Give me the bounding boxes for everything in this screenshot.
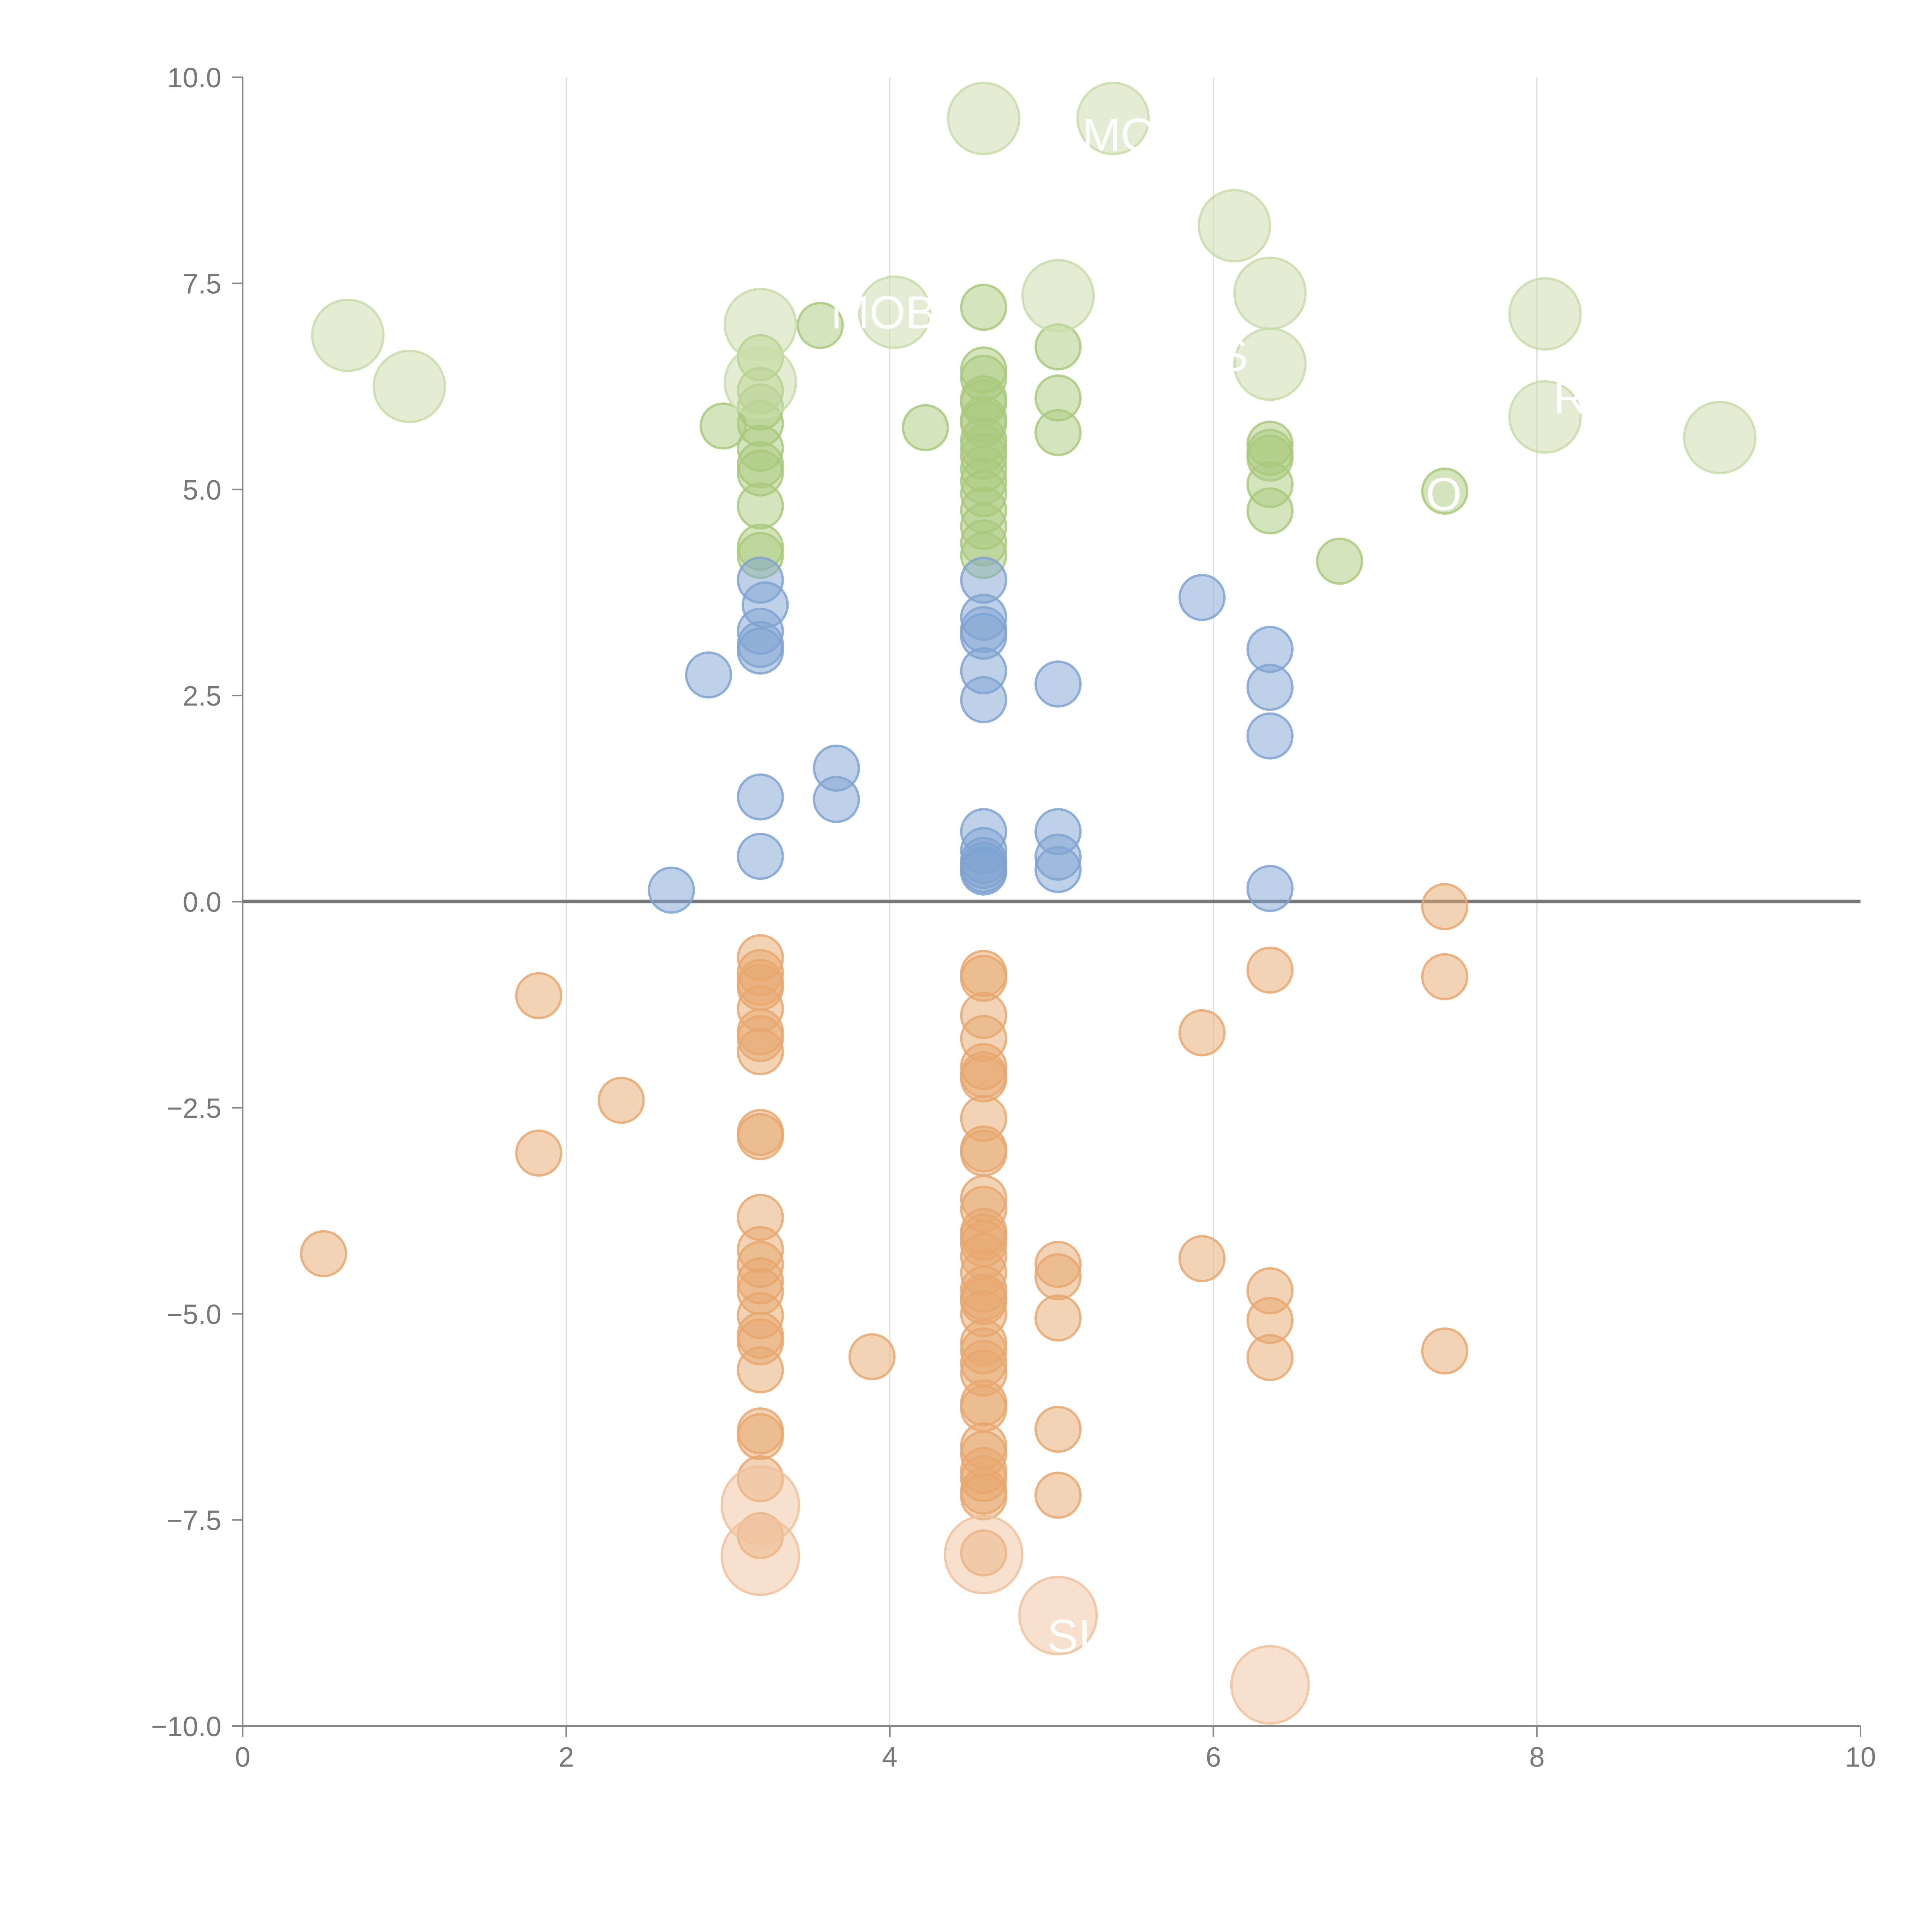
bubble-large-positive-5 xyxy=(947,82,1020,155)
bubble-positive-strong-7 xyxy=(736,482,784,530)
bubble-positive-weak-0 xyxy=(648,866,695,914)
bubble-label-r: R xyxy=(1553,372,1587,423)
bubble-negative-72 xyxy=(1246,1334,1294,1381)
bubble-large-positive-6 xyxy=(1021,259,1095,333)
bubble-label-o: O xyxy=(1426,468,1462,520)
bubble-large-positive-13 xyxy=(1683,401,1757,474)
bubble-positive-weak-22 xyxy=(960,848,1007,896)
x-tick-label: 6 xyxy=(1206,1742,1221,1773)
y-ticks: 10.0 7.5 5.0 2.5 0.0 −2.5 −5.0 −7.5 −10.0 xyxy=(151,63,243,1742)
x-tick-label: 2 xyxy=(558,1742,574,1773)
bubble-negative-65 xyxy=(1034,1405,1082,1453)
bubble-negative-69 xyxy=(1246,946,1294,994)
x-tick-label: 8 xyxy=(1529,1742,1545,1773)
bubble-positive-strong-11 xyxy=(796,302,844,349)
x-tick-label: 0 xyxy=(235,1742,250,1773)
x-tick-label: 4 xyxy=(882,1742,898,1773)
x-ticks: 0 2 4 6 8 10 xyxy=(235,1726,1876,1773)
y-tick-label: 10.0 xyxy=(167,63,221,94)
bubble-positive-weak-1 xyxy=(685,651,732,699)
bubble-positive-strong-13 xyxy=(960,284,1007,331)
bubble-large-negative-4 xyxy=(1230,1645,1310,1725)
bubble-negative-3 xyxy=(597,1077,645,1124)
data-points xyxy=(300,82,1757,1725)
bubble-label-s: S xyxy=(1217,329,1248,381)
bubble-labels: MOV MOB S R O SI xyxy=(831,109,1587,1662)
bubble-positive-weak-29 xyxy=(1246,663,1294,711)
bubble-large-positive-4 xyxy=(858,276,932,349)
bubble-positive-weak-8 xyxy=(736,833,784,880)
bubble-large-positive-0 xyxy=(311,298,385,372)
bubble-negative-64 xyxy=(1034,1294,1082,1342)
bubble-positive-weak-7 xyxy=(736,773,784,821)
bubble-positive-weak-30 xyxy=(1246,712,1294,760)
bubble-large-positive-8 xyxy=(1197,189,1271,263)
bubble-negative-74 xyxy=(1421,953,1468,1000)
bubble-positive-strong-10 xyxy=(699,402,747,450)
bubble-negative-68 xyxy=(1178,1235,1226,1282)
bubble-negative-66 xyxy=(1034,1471,1082,1519)
y-tick-label: −5.0 xyxy=(167,1299,221,1330)
bubble-large-positive-1 xyxy=(372,350,446,423)
bubble-positive-strong-39 xyxy=(1421,468,1468,515)
bubble-negative-63 xyxy=(1034,1253,1082,1301)
bubble-negative-37 xyxy=(960,1129,1007,1177)
bubble-positive-weak-16 xyxy=(960,676,1007,723)
bubble-positive-weak-6 xyxy=(736,627,784,675)
y-tick-label: −10.0 xyxy=(151,1711,221,1742)
bubble-negative-75 xyxy=(1421,1327,1468,1375)
bubble-label-mob: MOB xyxy=(831,287,936,338)
bubble-negative-22 xyxy=(736,1346,784,1394)
bubble-positive-weak-27 xyxy=(1178,574,1226,621)
bubble-positive-strong-32 xyxy=(1034,409,1082,456)
bubble-large-positive-9 xyxy=(1233,256,1307,330)
bubble-negative-73 xyxy=(1421,883,1468,930)
bubble-positive-strong-38 xyxy=(1316,537,1363,585)
bubble-large-positive-7 xyxy=(1076,82,1150,155)
bubble-negative-24 xyxy=(736,1413,784,1461)
bubble-positive-weak-26 xyxy=(1034,846,1082,893)
bubble-negative-27 xyxy=(848,1333,896,1381)
bubble-negative-13 xyxy=(736,1113,784,1160)
bubble-large-positive-12 xyxy=(1508,380,1582,454)
bubble-positive-strong-37 xyxy=(1246,487,1294,535)
y-tick-label: 2.5 xyxy=(183,681,221,712)
y-tick-label: −7.5 xyxy=(167,1505,221,1536)
bubble-large-negative-3 xyxy=(1018,1576,1098,1656)
bubble-negative-1 xyxy=(515,972,563,1019)
bubble-large-positive-3 xyxy=(723,345,797,419)
bubble-positive-weak-31 xyxy=(1246,865,1294,912)
bubble-label-si: SI xyxy=(1047,1610,1091,1662)
x-tick-label: 10 xyxy=(1845,1742,1876,1773)
bubble-positive-strong-12 xyxy=(901,404,949,451)
y-tick-label: −2.5 xyxy=(167,1093,221,1124)
bubble-negative-34 xyxy=(960,1055,1007,1103)
bubble-label-mov-top: MOV xyxy=(1082,109,1187,161)
y-tick-label: 7.5 xyxy=(183,269,221,299)
bubble-positive-weak-23 xyxy=(1034,660,1082,708)
bubble-negative-11 xyxy=(736,1028,784,1075)
bubble-negative-2 xyxy=(515,1129,563,1177)
bubble-negative-60 xyxy=(960,1473,1007,1520)
bubble-large-negative-2 xyxy=(944,1515,1024,1595)
y-tick-label: 5.0 xyxy=(183,475,221,506)
bubble-large-positive-11 xyxy=(1508,277,1582,351)
y-tick-label: 0.0 xyxy=(183,887,221,918)
bubble-large-positive-10 xyxy=(1233,327,1307,401)
bubble-negative-0 xyxy=(300,1230,347,1277)
bubble-negative-67 xyxy=(1178,1009,1226,1056)
bubble-positive-weak-10 xyxy=(813,776,860,823)
bubble-large-negative-1 xyxy=(720,1516,800,1596)
